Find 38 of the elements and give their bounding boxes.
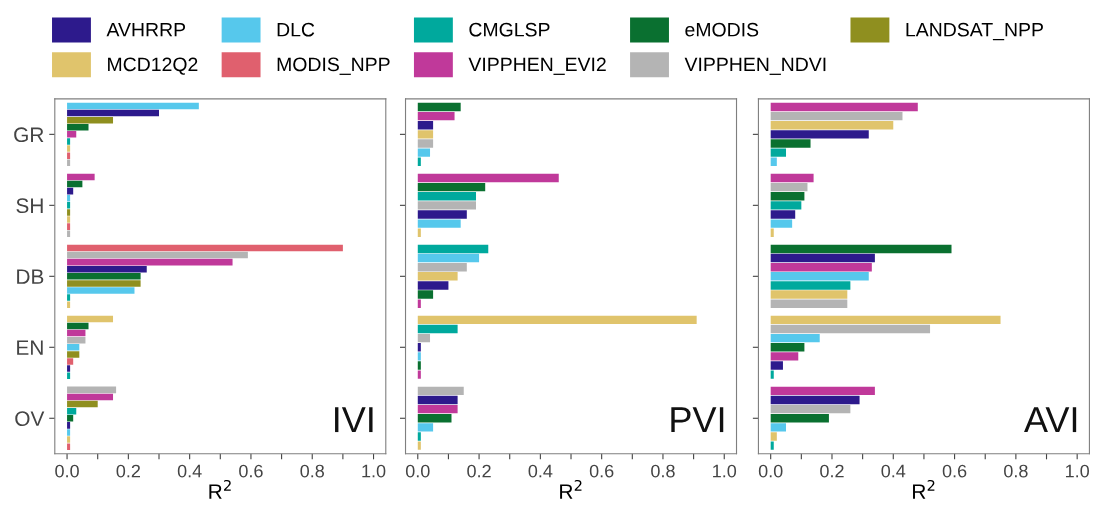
y-tick-label: SH: [16, 198, 43, 214]
legend-label: VIPPHEN_EVI2: [468, 57, 606, 75]
y-tick-label: EN: [17, 340, 43, 355]
annotation: IVI: [335, 407, 373, 433]
x-tick-label: 0.0: [405, 464, 430, 478]
x-tick-label: 1.0: [713, 464, 737, 478]
legend-label: LANDSAT_NPP: [906, 22, 1043, 41]
x-tick-label: 0.4: [528, 464, 553, 478]
legend-label: DLC: [277, 22, 315, 37]
y-tick-label: OV: [15, 411, 45, 427]
y-tick-label: DB: [17, 269, 44, 284]
legend-label: MODIS_NPP: [277, 57, 390, 75]
x-tick-label: 0.2: [820, 464, 844, 478]
x-tick-label: 0.4: [881, 464, 906, 478]
legend-label: AVHRRP: [106, 22, 186, 37]
x-axis-title: R$^{2}$: [209, 479, 231, 499]
x-tick-label: 0.8: [1004, 464, 1028, 478]
annotation: AVI: [1024, 407, 1077, 433]
x-axis-title: R$^{2}$: [560, 479, 582, 499]
legend-label: CMGLSP: [469, 22, 550, 37]
x-tick-label: 0.8: [651, 464, 675, 478]
annotation: PVI: [671, 407, 724, 433]
x-tick-label: 0.2: [116, 464, 140, 478]
x-tick-label: 0.0: [758, 464, 783, 478]
x-axis-title: R$^{2}$: [913, 479, 935, 499]
y-tick-label: GR: [14, 127, 44, 143]
legend-label: VIPPHEN_NDVI: [684, 57, 826, 75]
x-tick-label: 1.0: [1065, 464, 1090, 478]
x-tick-label: 0.4: [177, 464, 202, 478]
x-tick-label: 0.2: [467, 464, 491, 478]
x-tick-label: 1.0: [362, 464, 386, 478]
x-tick-label: 0.6: [589, 464, 614, 478]
x-tick-label: 0.0: [55, 464, 79, 478]
x-tick-label: 0.6: [942, 464, 967, 478]
legend-label: eMODIS: [685, 22, 759, 37]
x-tick-label: 0.8: [300, 464, 324, 478]
legend-label: MCD12Q2: [108, 57, 198, 75]
x-tick-label: 0.6: [239, 464, 263, 478]
